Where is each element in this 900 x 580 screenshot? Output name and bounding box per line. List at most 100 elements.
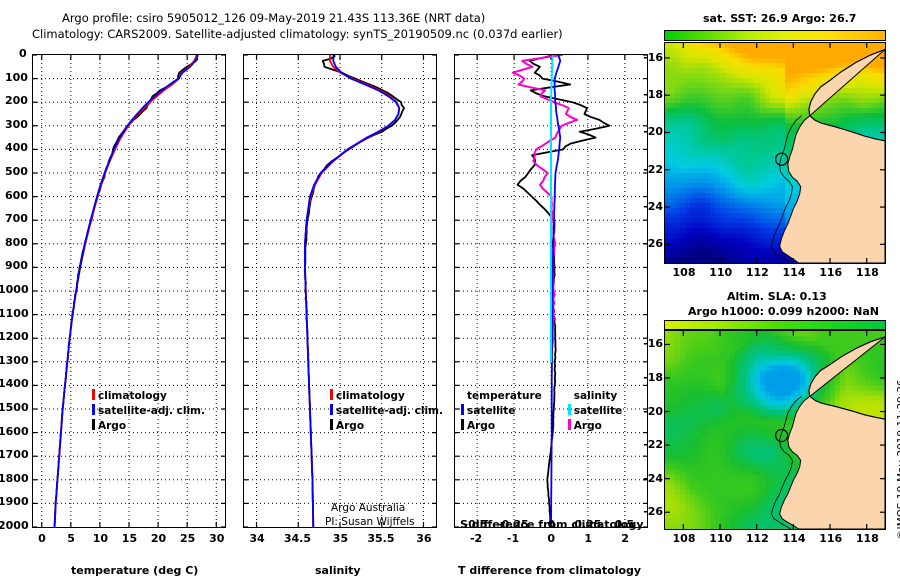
temperature-tick-label: 20: [150, 532, 167, 545]
temperature-tick-label: 25: [179, 532, 196, 545]
difference-profile-panel[interactable]: [454, 54, 648, 528]
map-lon-tick-label: 116: [819, 532, 843, 545]
salinity-legend: climatology satellite-adj. clim. Argo: [330, 389, 443, 434]
temperature-profile-plot: [33, 55, 225, 527]
temperature-difference-axis-label: T difference from climatology: [458, 564, 642, 577]
legend-item: Argo: [330, 419, 443, 434]
depth-tick-label: 1000: [0, 283, 29, 296]
sla-colorbar: [664, 320, 886, 330]
salinity-diff-tick-label: 0.5: [614, 518, 635, 531]
map-lat-tick-label: -26: [643, 237, 664, 251]
legend-item: Argo: [567, 419, 622, 434]
depth-tick-label: 2000: [0, 519, 29, 532]
temperature-tick-label: 10: [92, 532, 109, 545]
salinity-profile-panel[interactable]: [243, 54, 437, 528]
temperature-diff-tick-label: 1: [584, 532, 592, 545]
legend-color-swatch: [92, 404, 95, 415]
legend-color-swatch: [567, 419, 571, 430]
map-lat-tick-label: -16: [643, 337, 664, 351]
legend-color-swatch: [567, 404, 571, 415]
map-lat-tick-label: -22: [643, 438, 664, 452]
salinity-diff-tick-label: -0.5: [463, 518, 488, 531]
temperature-diff-tick-label: 2: [621, 532, 629, 545]
legend-item: climatology: [92, 389, 205, 404]
legend-color-swatch: [330, 389, 333, 400]
sst-map-header: sat. SST: 26.9 Argo: 26.7: [703, 12, 857, 25]
temperature-tick-label: 5: [67, 532, 75, 545]
legend-item-label: Argo: [336, 420, 365, 432]
depth-tick-label: 100: [5, 70, 28, 84]
legend-item: satellite: [567, 404, 623, 419]
depth-tick-label: 1100: [0, 306, 29, 320]
legend-color-swatch: [330, 404, 333, 415]
salinity-profile-plot: [244, 55, 436, 527]
legend-color-swatch: [461, 404, 464, 415]
legend-item-label: satellite: [467, 405, 516, 417]
temperature-axis-label: temperature (deg C): [71, 564, 199, 577]
salinity-tick-label: 35: [332, 532, 349, 545]
map-lon-tick-label: 112: [745, 532, 769, 545]
difference-legend: temperature satellite Argo salinity satellit…: [461, 389, 622, 434]
map-lon-tick-label: 108: [672, 532, 696, 545]
salinity-tick-label: 34.5: [283, 532, 311, 545]
map-lat-tick-label: -18: [643, 88, 664, 102]
map-lat-tick-label: -16: [643, 50, 664, 64]
depth-tick-label: 1500: [0, 401, 29, 414]
map-lat-tick-label: -18: [643, 370, 664, 384]
map-lat-tick-label: -20: [643, 404, 664, 418]
salinity-tick-label: 35.5: [367, 532, 395, 545]
legend-group-header: temperature: [467, 390, 542, 402]
sla-map-header-line1: Altim. SLA: 0.13: [727, 290, 827, 303]
depth-tick-label: 1400: [0, 377, 29, 391]
temperature-profile-panel[interactable]: [32, 54, 226, 528]
depth-tick-label: 1200: [0, 330, 29, 344]
depth-tick-label: 1700: [0, 448, 29, 462]
page-title-line2: Climatology: CARS2009. Satellite-adjuste…: [32, 27, 563, 41]
legend-item-label: satellite-adj. clim.: [98, 405, 205, 417]
salinity-tick-label: 34: [249, 532, 265, 545]
map-lon-tick-label: 116: [819, 266, 843, 279]
map-lon-tick-label: 108: [672, 266, 696, 279]
pi-credit: PI: Susan Wijffels: [325, 516, 415, 528]
map-lon-tick-label: 114: [782, 266, 806, 279]
temperature-diff-tick-label: -1: [506, 532, 520, 545]
legend-group-header: salinity: [573, 390, 618, 402]
salinity-diff-tick-label: 0: [547, 518, 556, 531]
argo-australia-credit: Argo Australia: [331, 502, 406, 514]
legend-item-label: climatology: [336, 390, 405, 402]
temperature-tick-label: 15: [121, 532, 138, 545]
salinity-difference-axis-label: S difference from climatology: [460, 518, 644, 531]
depth-tick-label: 0: [19, 47, 27, 60]
depth-tick-label: 500: [5, 165, 28, 178]
depth-tick-label: 1800: [0, 471, 29, 485]
legend-item: satellite-adj. clim.: [330, 404, 443, 419]
salinity-diff-tick-label: 0.25: [574, 518, 602, 531]
depth-tick-label: 1600: [0, 424, 29, 438]
legend-item-label: satellite: [573, 405, 623, 417]
map-lat-tick-label: -20: [643, 125, 664, 139]
depth-tick-label: 400: [5, 141, 28, 155]
legend-item-label: Argo: [98, 420, 127, 432]
sla-map[interactable]: [664, 330, 886, 530]
legend-item: Argo: [92, 419, 205, 434]
legend-item: satellite: [461, 404, 542, 419]
legend-item-label: climatology: [98, 390, 167, 402]
depth-tick-label: 600: [5, 188, 28, 202]
legend-color-swatch: [92, 389, 95, 400]
temperature-tick-label: 0: [38, 532, 46, 545]
depth-tick-label: 300: [5, 117, 28, 131]
salinity-diff-tick-label: -0.25: [497, 518, 529, 531]
map-lon-tick-label: 110: [709, 266, 733, 279]
legend-color-swatch: [330, 419, 333, 430]
depth-tick-label: 1300: [0, 353, 29, 367]
salinity-axis-label: salinity: [315, 564, 361, 577]
legend-item: climatology: [330, 389, 443, 404]
map-lon-tick-label: 114: [782, 532, 806, 545]
legend-color-swatch: [461, 419, 464, 430]
legend-item-label: satellite-adj. clim.: [336, 405, 443, 417]
map-lon-tick-label: 118: [855, 266, 879, 279]
sst-map[interactable]: [664, 42, 886, 264]
depth-tick-label: 900: [5, 259, 28, 273]
map-lon-tick-label: 112: [745, 266, 769, 279]
legend-group: temperature satellite Argo: [461, 389, 542, 434]
